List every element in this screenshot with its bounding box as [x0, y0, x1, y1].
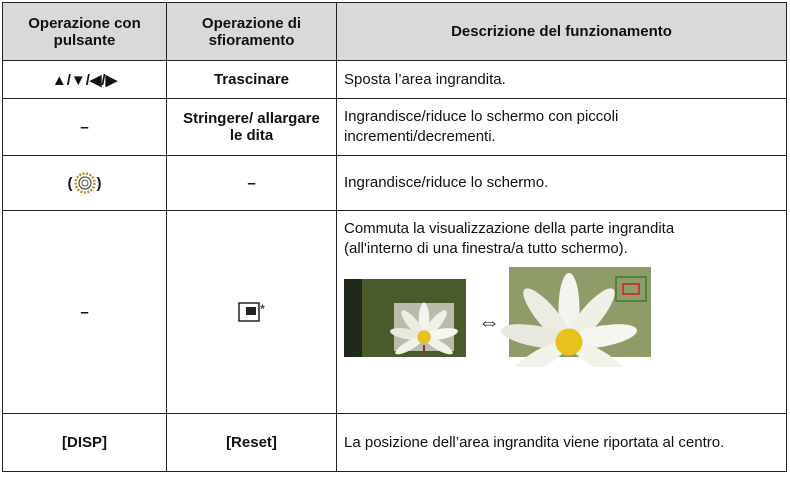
touch-cell: Trascinare [166, 60, 337, 99]
header-text: Operazione di sfioramento [201, 14, 302, 49]
description-cell: Commuta la visualizzazione della parte i… [336, 210, 787, 414]
touch-text: Stringere/ allargare le dita [183, 110, 320, 144]
description-text: La posizione dell’area ingrandita viene … [344, 433, 725, 451]
footnote-mark: * [260, 302, 265, 316]
row: ( ) – Ingrandisce/riduce lo schermo. [2, 155, 787, 211]
description-text: Commuta la visualizzazione della parte i… [344, 220, 675, 257]
operations-table: Operazione con pulsante Operazione di sf… [2, 2, 787, 472]
dial-control: ( ) [68, 172, 102, 194]
description-cell: Sposta l’area ingrandita. [336, 60, 787, 99]
description-cell: La posizione dell’area ingrandita viene … [336, 413, 787, 472]
header-cell: Descrizione del funzionamento [336, 2, 787, 61]
button-cell: [DISP] [2, 413, 167, 472]
window-icon [238, 302, 260, 322]
header-cell: Operazione con pulsante [2, 2, 167, 61]
svg-text:⇔: ⇔ [478, 309, 500, 334]
touch-cell: * [166, 210, 337, 414]
touch-cell: – [166, 155, 337, 211]
paren: ( [67, 174, 73, 192]
paren: ) [96, 174, 102, 192]
header-row: Operazione con pulsante Operazione di sf… [2, 2, 787, 61]
dial-icon [73, 172, 96, 194]
row: [DISP] [Reset] La posizione dell’area in… [2, 413, 787, 472]
touch-cell: Stringere/ allargare le dita [166, 98, 337, 156]
row: ▲/▼/◀/▶ Trascinare Sposta l’area ingrand… [2, 60, 787, 99]
button-cell: ( ) [2, 155, 167, 211]
row: – * Commuta la visualizzazione della par… [2, 210, 787, 414]
illustration: ⇔ [344, 267, 651, 367]
button-cell: – [2, 210, 167, 414]
button-cell: – [2, 98, 167, 156]
description-cell: Ingrandisce/riduce lo schermo. [336, 155, 787, 211]
description-cell: Ingrandisce/riduce lo schermo con piccol… [336, 98, 787, 156]
button-cell: ▲/▼/◀/▶ [2, 60, 167, 99]
description-text: Ingrandisce/riduce lo schermo con piccol… [344, 108, 619, 145]
header-text: Operazione con pulsante [28, 14, 141, 49]
header-cell: Operazione di sfioramento [166, 2, 337, 61]
touch-cell: [Reset] [166, 413, 337, 472]
header-text: Descrizione del funzionamento [451, 23, 672, 40]
row: – Stringere/ allargare le dita Ingrandis… [2, 98, 787, 156]
